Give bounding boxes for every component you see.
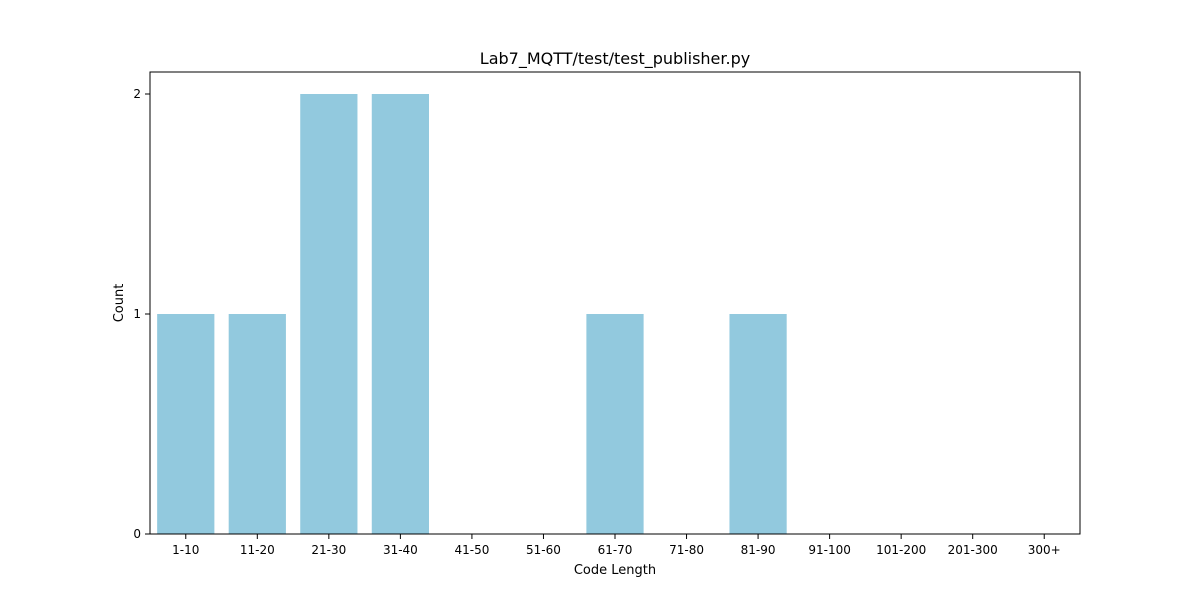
y-tick-label: 0 [133, 527, 141, 541]
bar-61-70 [586, 314, 644, 534]
x-tick-label: 51-60 [526, 543, 561, 557]
x-tick-label: 31-40 [383, 543, 418, 557]
bar-21-30 [300, 94, 358, 534]
y-tick-label: 1 [133, 307, 141, 321]
bar-1-10 [157, 314, 215, 534]
x-tick-label: 101-200 [876, 543, 926, 557]
y-tick-label: 2 [133, 87, 141, 101]
x-tick-label: 21-30 [311, 543, 346, 557]
x-tick-label: 11-20 [240, 543, 275, 557]
x-tick-label: 41-50 [454, 543, 489, 557]
bar-31-40 [371, 94, 429, 534]
x-tick-label: 1-10 [172, 543, 199, 557]
x-tick-label: 300+ [1028, 543, 1061, 557]
x-tick-label: 71-80 [669, 543, 704, 557]
x-axis-ticks: 1-10 11-20 21-30 31-40 41-50 51-60 61-70 71-80 8… [172, 534, 1061, 557]
y-axis-label: Count [112, 284, 127, 323]
x-tick-label: 201-300 [948, 543, 998, 557]
bars [157, 94, 787, 534]
x-axis-label: Code Length [574, 563, 656, 578]
y-axis-ticks: 0 1 2 [133, 87, 150, 541]
x-tick-label: 81-90 [741, 543, 776, 557]
x-tick-label: 61-70 [598, 543, 633, 557]
bar-81-90 [729, 314, 787, 534]
x-tick-label: 91-100 [808, 543, 851, 557]
chart-title: Lab7_MQTT/test/test_publisher.py [480, 49, 750, 69]
bar-11-20 [228, 314, 286, 534]
